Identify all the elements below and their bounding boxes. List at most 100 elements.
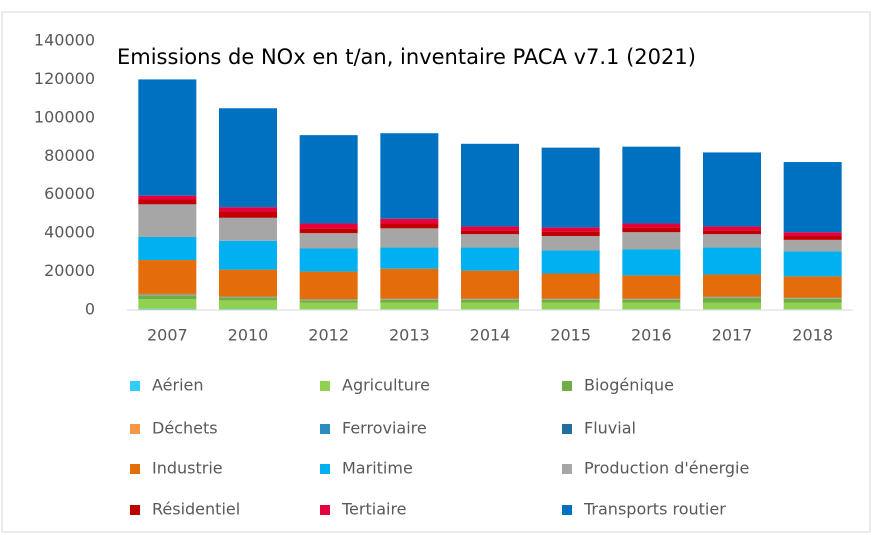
y-tick-label: 0 <box>85 300 95 319</box>
legend-label: Transports routier <box>583 500 726 519</box>
bar-segment <box>219 240 277 270</box>
bar-segment <box>703 302 761 310</box>
bar-segment <box>783 236 842 240</box>
bar-segment <box>380 247 439 269</box>
bar-segment <box>703 230 761 235</box>
x-tick-label: 2010 <box>228 326 269 345</box>
bar-segment <box>622 223 681 228</box>
bar-segment <box>703 152 761 227</box>
y-tick-label: 120000 <box>34 69 95 88</box>
legend-label: Déchets <box>152 419 218 438</box>
legend-swatch <box>130 464 140 474</box>
bar-segment <box>380 223 439 229</box>
bar-segment <box>622 146 681 224</box>
bar-segment <box>783 162 842 233</box>
bar-segment <box>703 247 761 275</box>
bar-segment <box>138 260 197 294</box>
legend-swatch <box>562 505 572 515</box>
legend-label: Aérien <box>152 376 204 395</box>
x-tick-label: 2013 <box>389 326 430 345</box>
bar-segment <box>138 204 197 237</box>
bar-segment <box>219 297 277 301</box>
bar-segment <box>299 233 358 249</box>
bar-segment <box>541 273 600 299</box>
legend-swatch <box>320 381 330 391</box>
bar-segment <box>541 250 600 274</box>
x-tick-label: 2012 <box>308 326 349 345</box>
bar-segment <box>299 228 358 234</box>
legend-label: Résidentiel <box>152 500 240 519</box>
y-tick-label: 40000 <box>44 223 95 242</box>
bar-segment <box>541 302 600 310</box>
bar-segment <box>461 302 519 310</box>
legend-label: Fluvial <box>584 419 636 438</box>
chart-border <box>1 11 871 533</box>
x-tick-label: 2017 <box>712 326 753 345</box>
legend-swatch <box>130 424 140 434</box>
bar-segment <box>138 195 197 200</box>
x-tick-label: 2018 <box>792 326 833 345</box>
legend-swatch <box>320 505 330 515</box>
bar-segment <box>299 300 358 303</box>
legend-swatch <box>130 381 140 391</box>
y-tick-label: 60000 <box>44 184 95 203</box>
bar-segment <box>461 143 519 227</box>
bar-segment <box>622 232 681 250</box>
bar-segment <box>380 218 439 224</box>
legend-swatch <box>130 505 140 515</box>
bar-segment <box>380 133 439 219</box>
legend-label: Tertiaire <box>341 500 407 519</box>
legend-label: Ferroviaire <box>342 419 427 438</box>
bar-segment <box>299 223 358 229</box>
bar-segment <box>703 274 761 297</box>
x-tick-label: 2007 <box>147 326 188 345</box>
bar-segment <box>541 231 600 237</box>
bar-segment <box>219 207 277 213</box>
bar-segment <box>622 249 681 276</box>
bar-segment <box>541 147 600 228</box>
bar-segment <box>380 228 439 248</box>
bar-segment <box>783 239 842 252</box>
legend-label: Agriculture <box>342 376 430 395</box>
bar-segment <box>380 268 439 299</box>
bar-segment <box>461 230 519 235</box>
bar-segment <box>138 79 197 196</box>
bar-segment <box>783 251 842 277</box>
bar-segment <box>541 299 600 303</box>
bar-segment <box>138 236 197 261</box>
bar-segment <box>219 269 277 297</box>
legend-label: Production d'énergie <box>584 459 749 478</box>
bar-segment <box>461 299 519 303</box>
legend-label: Industrie <box>152 459 223 478</box>
bar-segment <box>622 275 681 299</box>
legend-label: Biogénique <box>584 376 674 395</box>
bar-segment <box>783 298 842 303</box>
legend-swatch <box>320 464 330 474</box>
bar-segment <box>461 226 519 231</box>
bar-segment <box>461 270 519 299</box>
bar-segment <box>138 299 197 309</box>
bar-segment <box>703 297 761 303</box>
bar-segment <box>138 199 197 205</box>
legend-swatch <box>562 424 572 434</box>
bar-segment <box>783 302 842 310</box>
bar-segment <box>299 302 358 310</box>
bar-segment <box>703 234 761 248</box>
bar-segment <box>138 294 197 295</box>
bar-segment <box>783 232 842 237</box>
bar-segment <box>299 248 358 272</box>
bar-segment <box>219 217 277 241</box>
legend-label: Maritime <box>342 459 413 478</box>
y-tick-label: 140000 <box>34 31 95 50</box>
bar-segment <box>461 247 519 271</box>
y-tick-label: 80000 <box>44 146 95 165</box>
bar-segment <box>461 234 519 248</box>
x-tick-label: 2016 <box>631 326 672 345</box>
x-tick-label: 2015 <box>550 326 591 345</box>
bar-segment <box>380 302 439 310</box>
bar-segment <box>541 227 600 232</box>
bar-segment <box>219 108 277 208</box>
bar-segment <box>703 226 761 231</box>
bar-segment <box>622 299 681 303</box>
